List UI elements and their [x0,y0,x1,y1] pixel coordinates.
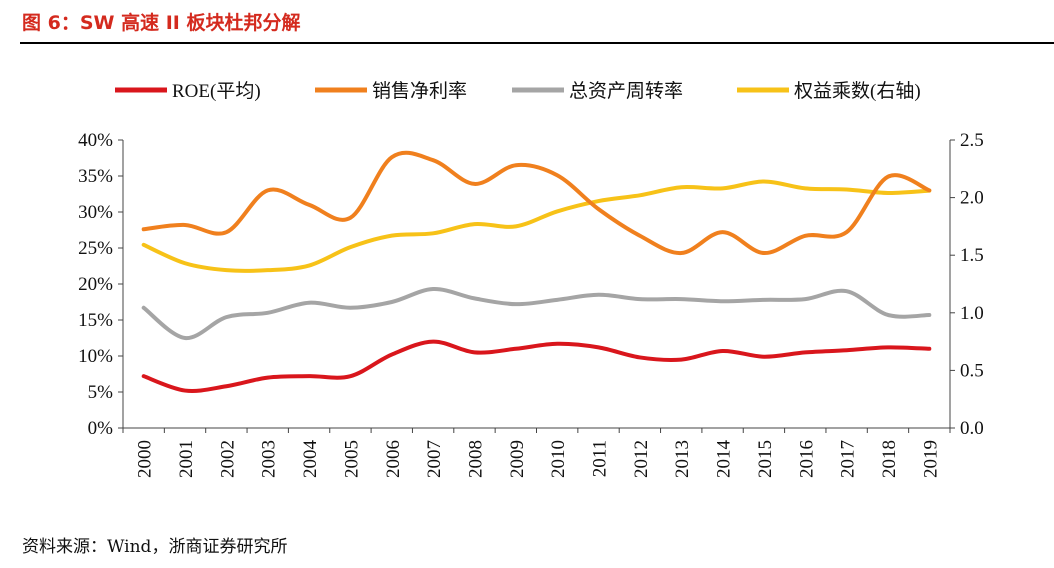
x-tick-label: 2019 [920,440,941,478]
x-tick-label: 2018 [879,440,900,478]
x-tick-label: 2004 [300,440,321,479]
x-tick-label: 2007 [424,440,445,478]
right-tick-label: 1.5 [960,245,984,266]
legend-label-0: ROE(平均) [172,80,261,102]
left-tick-label: 25% [78,238,113,259]
right-tick-label: 2.0 [960,188,984,209]
series-line-1 [141,150,932,256]
x-tick-label: 2001 [176,440,197,478]
legend-label-2: 总资产周转率 [569,80,683,102]
source-note: 资料来源：Wind，浙商证券研究所 [22,537,288,557]
legend-label-3: 权益乘数(右轴) [794,80,921,102]
left-tick-label: 20% [78,274,113,295]
x-tick-label: 2008 [465,440,486,478]
x-tick-label: 2012 [631,440,652,478]
right-tick-label: 2.5 [960,130,984,151]
left-tick-label: 15% [78,310,113,331]
x-tick-label: 2016 [796,440,817,478]
left-tick-label: 35% [78,166,113,187]
x-tick-label: 2013 [672,440,693,478]
x-tick-label: 2014 [714,440,735,479]
figure-title: 图 6：SW 高速 II 板块杜邦分解 [22,12,301,34]
x-tick-label: 2010 [548,440,569,478]
x-tick-label: 2006 [383,440,404,478]
left-tick-label: 5% [88,382,114,403]
x-tick-label: 2011 [590,440,611,477]
right-tick-label: 0.5 [960,360,984,381]
series-line-3 [141,179,932,273]
right-tick-label: 1.0 [960,303,984,324]
right-tick-label: 0.0 [960,418,984,439]
title-divider [20,42,1054,44]
x-tick-label: 2002 [217,440,238,478]
x-tick-label: 2017 [838,440,859,478]
left-tick-label: 0% [88,418,114,439]
x-tick-label: 2005 [341,440,362,478]
left-tick-label: 10% [78,346,113,367]
series-line-2 [141,287,932,341]
x-tick-label: 2015 [755,440,776,478]
x-tick-label: 2009 [507,440,528,478]
legend-label-1: 销售净利率 [372,80,467,102]
x-tick-label: 2000 [135,440,156,478]
left-tick-label: 40% [78,130,113,151]
x-tick-label: 2003 [259,440,280,478]
series-line-0 [141,339,932,393]
left-tick-label: 30% [78,202,113,223]
